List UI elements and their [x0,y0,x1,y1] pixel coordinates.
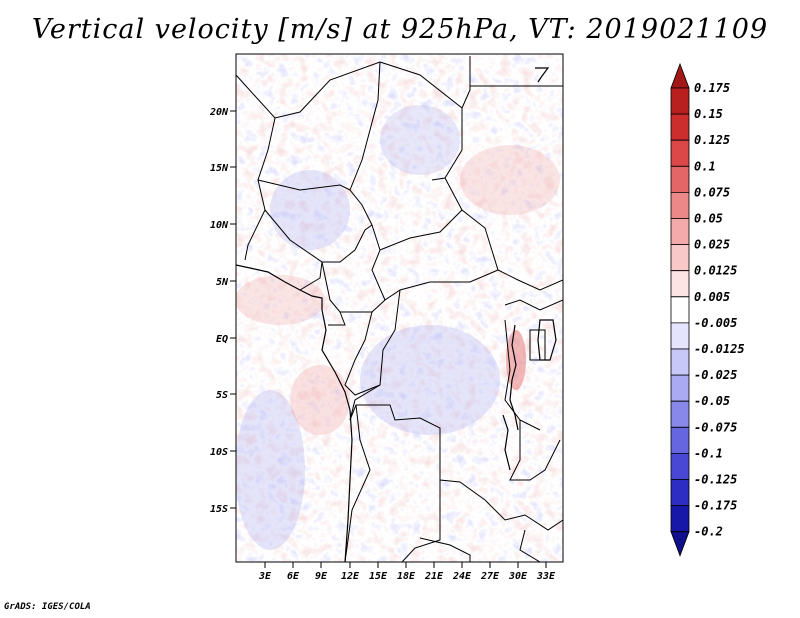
lat-tick-label: 15N [210,163,229,174]
colorbar-swatch [670,479,690,506]
lon-tick-label: 15E [369,571,388,582]
country-boundaries [236,56,563,562]
colorbar-label: -0.1 [694,446,723,460]
lon-tick-label: 18E [397,571,416,582]
colorbar-label: -0.005 [694,316,737,330]
colorbar-swatch [670,348,690,376]
colorbar-label: -0.2 [694,525,723,539]
colorbar-swatch [670,139,690,167]
colorbar-label: 0.0125 [694,264,737,278]
lon-tick-label: 33E [536,571,556,582]
colorbar-swatch [670,531,690,557]
lon-tick-label: 6E [287,571,300,582]
lon-tick-label: 21E [424,571,444,582]
colorbar-label: -0.0125 [694,342,745,356]
lon-tick-label: 3E [258,571,272,582]
latitude-axis: 20N 15N 10N 5N EQ 5S 10S 15S [209,107,236,515]
lat-tick-label: 20N [209,107,229,118]
colorbar-label: 0.1 [694,159,716,173]
lat-tick-label: EQ [216,334,228,345]
lon-tick-label: 12E [341,571,360,582]
colorbar-swatch [670,87,690,115]
colorbar-swatch [670,505,690,533]
lon-tick-label: 30E [508,571,528,582]
colorbar-label: -0.05 [694,394,730,408]
lon-tick-label: 9E [315,571,328,582]
colorbar-label: 0.175 [694,81,730,95]
colorbar-swatch [670,62,690,89]
colorbar-label: 0.05 [694,212,723,226]
colorbar-swatch [670,374,690,402]
longitude-axis: 3E 6E 9E 12E 15E 18E 21E 24E 27E 30E 33E [258,562,556,582]
colorbar-label: -0.125 [694,473,737,487]
lon-tick-label: 27E [480,571,500,582]
colorbar-swatch [670,113,690,141]
colorbar-swatch [670,322,690,350]
colorbar-swatch [670,400,690,428]
lat-tick-label: 15S [210,504,228,515]
colorbar-label: 0.005 [694,290,730,304]
colorbar-label: 0.15 [694,107,723,121]
map-title: Vertical velocity [m/s] at 925hPa, VT: 2… [31,14,769,45]
colorbar-label: -0.025 [694,368,737,382]
colorbar-label: -0.175 [694,499,737,513]
colorbar-swatch [670,218,690,245]
colorbar-swatch [670,453,690,480]
colorbar-label: 0.075 [694,185,730,199]
colorbar: 0.175 0.15 0.125 0.1 0.075 0.05 0.025 0.0125 0.0… [670,62,745,557]
colorbar-swatch [670,270,690,298]
colorbar-label: 0.125 [694,133,730,147]
colorbar-label: 0.025 [694,238,730,252]
colorbar-swatch [670,165,690,193]
lat-tick-label: 5N [216,277,229,288]
lat-tick-label: 10N [210,220,229,231]
lat-tick-label: 5S [216,390,228,401]
grads-credit: GrADS: IGES/COLA [4,602,91,612]
lat-tick-label: 10S [210,447,228,458]
colorbar-swatch [670,192,690,219]
velocity-field [236,54,563,562]
colorbar-label: -0.075 [694,420,737,434]
colorbar-swatch [670,244,690,272]
map-frame [235,53,564,563]
coastline [236,67,557,562]
colorbar-swatch [670,426,690,454]
colorbar-swatch [670,296,690,324]
lon-tick-label: 24E [452,571,472,582]
